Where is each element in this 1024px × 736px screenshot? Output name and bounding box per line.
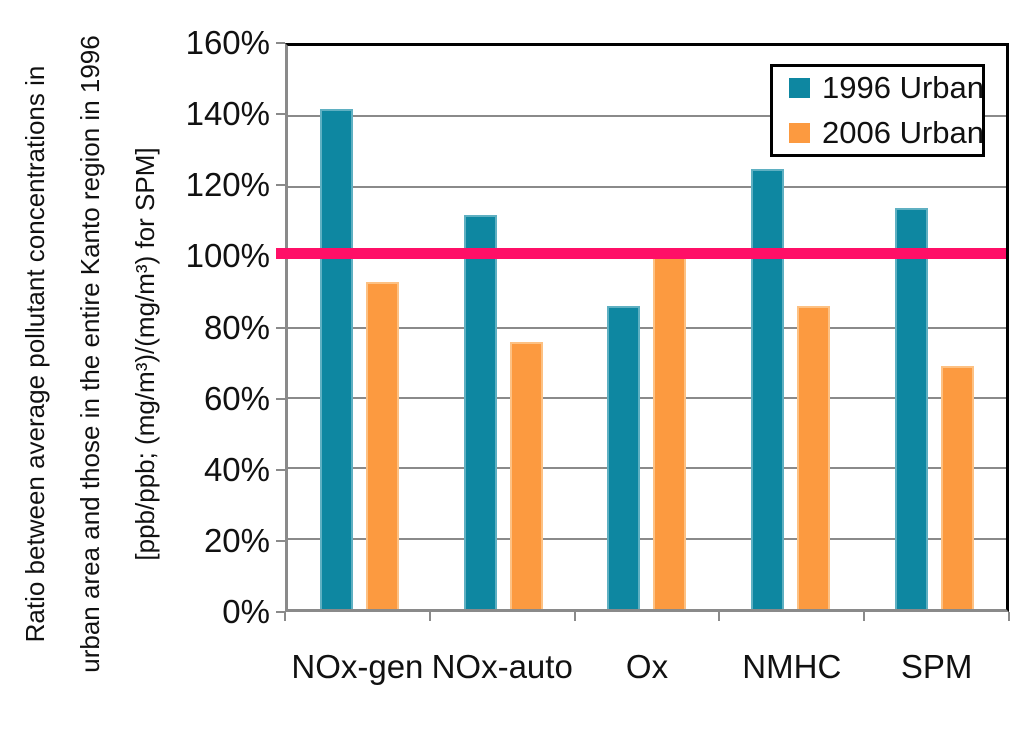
legend: 1996 Urban 2006 Urban [770, 64, 985, 157]
y-tick-mark-0 [276, 611, 285, 613]
legend-item-1996-urban: 1996 Urban [789, 70, 985, 106]
x-category-label-NMHC: NMHC [742, 648, 842, 685]
y-tick-mark-120 [276, 184, 285, 187]
bar-1996-urban-NOx-gen [320, 109, 354, 609]
y-tick-label-120: 120% [185, 166, 270, 204]
y-tick-label-100: 100% [185, 237, 270, 275]
y-tick-mark-40 [276, 468, 285, 471]
y-axis-title-line-2: urban area and those in the entire Kanto… [75, 35, 105, 673]
legend-item-2006-urban: 2006 Urban [789, 115, 985, 151]
bar-2006-urban-NOx-gen [366, 281, 400, 609]
y-tick-mark-20 [276, 539, 285, 542]
category-group-NMHC [719, 46, 863, 609]
y-tick-mark-160 [276, 42, 285, 44]
reference-line-100pct [276, 247, 1006, 259]
y-tick-label-20: 20% [203, 521, 270, 559]
x-tick-mark-5 [1008, 612, 1010, 621]
legend-label: 1996 Urban [822, 70, 985, 105]
x-tick-mark-3 [718, 612, 721, 621]
bar-2006-urban-NMHC [797, 306, 831, 609]
bar-2006-urban-SPM [940, 366, 974, 609]
x-axis-category-labels: NOx-gen NOx-auto Ox NMHC SPM [285, 648, 1009, 686]
category-group-NOx-auto [432, 46, 576, 609]
y-tick-label-0: 0% [222, 593, 270, 630]
bar-2006-urban-NOx-auto [509, 341, 543, 609]
y-axis-title-line-1: Ratio between average pollutant concentr… [20, 65, 50, 643]
gridline-140 [288, 115, 1006, 118]
gridline-20 [288, 537, 1006, 540]
gridline-120 [288, 185, 1006, 188]
y-tick-mark-60 [276, 397, 285, 400]
y-tick-label-140: 140% [185, 95, 270, 133]
legend-swatch-1996-urban [789, 78, 810, 98]
x-category-label-NOx-gen: NOx-gen [291, 648, 424, 685]
y-tick-label-60: 60% [203, 379, 270, 417]
y-tick-mark-140 [276, 113, 285, 116]
x-category-label-SPM: SPM [900, 648, 973, 685]
gridline-60 [288, 396, 1006, 399]
y-tick-label-80: 80% [203, 308, 270, 346]
bar-1996-urban-NMHC [751, 169, 785, 609]
bar-1996-urban-SPM [894, 207, 928, 609]
bar-1996-urban-Ox [607, 306, 641, 609]
category-group-SPM [862, 46, 1006, 609]
x-category-label-NOx-auto: NOx-auto [431, 648, 573, 685]
x-tick-mark-2 [573, 612, 576, 621]
category-group-NOx-gen [288, 46, 432, 609]
y-tick-label-40: 40% [203, 450, 270, 488]
gridline-80 [288, 326, 1006, 329]
x-tick-mark-4 [863, 612, 866, 621]
gridline-40 [288, 467, 1006, 470]
y-axis-tick-labels: 160% 140% 120% 100% 80% 60% 40% 20% 0% [150, 24, 270, 630]
y-tick-mark-80 [276, 326, 285, 329]
bar-1996-urban-NOx-auto [463, 214, 497, 609]
legend-swatch-2006-urban [789, 123, 810, 143]
legend-label: 2006 Urban [822, 115, 985, 150]
x-tick-mark-1 [428, 612, 431, 621]
bar-2006-urban-Ox [653, 257, 687, 609]
category-group-Ox [575, 46, 719, 609]
x-category-label-Ox: Ox [625, 648, 669, 685]
y-tick-label-160: 160% [185, 24, 270, 61]
x-tick-mark-0 [284, 612, 286, 621]
